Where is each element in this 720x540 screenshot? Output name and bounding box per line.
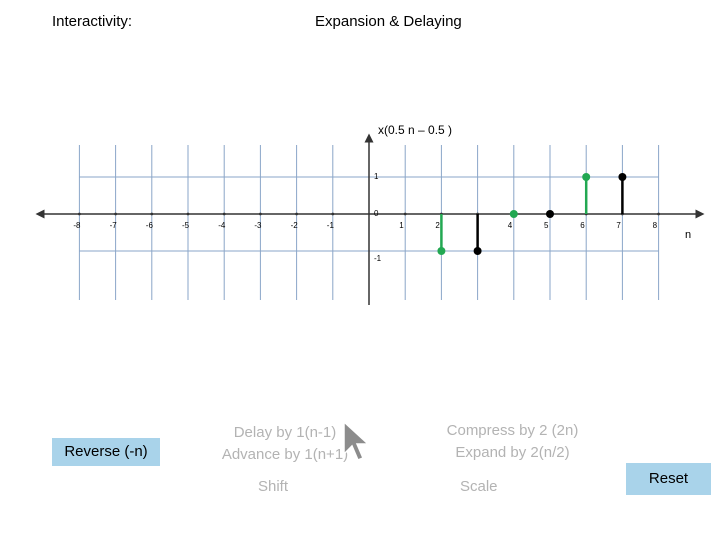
x-tick-mark	[331, 212, 335, 216]
stem-point	[618, 173, 627, 181]
stem-point	[582, 173, 591, 181]
x-tick-label: 7	[616, 221, 621, 230]
x-tick-label: -1	[327, 221, 335, 230]
x-tick-mark	[222, 212, 226, 216]
x-axis-label: n	[685, 229, 691, 241]
axes	[35, 133, 705, 305]
interactivity-label: Interactivity:	[52, 13, 133, 30]
cursor-pointer-icon	[343, 420, 370, 461]
stem-point	[546, 210, 554, 218]
scale-options: Compress by 2 (2n) Expand by 2(n/2)	[425, 420, 600, 464]
ticks: -8 -7 -6 -5 -4 -3 -2 -1 0 1 2 4 5 6 7 8 1 -1	[73, 172, 660, 263]
stem-point	[509, 210, 518, 218]
delay-button[interactable]: Delay by 1(n-1)	[233, 424, 337, 441]
x-tick-mark	[114, 212, 117, 216]
scale-button[interactable]: Scale	[460, 478, 498, 495]
x-tick-label: -2	[291, 221, 299, 230]
x-tick-mark	[403, 212, 407, 216]
x-tick-label: 1	[399, 221, 404, 230]
x-tick-mark	[78, 212, 81, 216]
x-tick-label: 0	[374, 209, 379, 218]
shift-button[interactable]: Shift	[258, 478, 289, 495]
x-tick-mark	[295, 212, 298, 216]
compress-button[interactable]: Compress by 2 (2n)	[446, 422, 579, 439]
shift-options: Delay by 1(n-1) Advance by 1(n+1)	[210, 422, 360, 466]
stem-point	[473, 247, 482, 255]
stems	[437, 173, 627, 255]
x-tick-label: -3	[254, 221, 262, 230]
x-tick-mark	[150, 212, 154, 216]
function-label: x(0.5 n – 0.5 )	[378, 123, 452, 137]
x-tick-label: 2	[435, 221, 440, 230]
x-tick-label: -5	[182, 221, 190, 230]
reset-button[interactable]: Reset	[626, 463, 711, 495]
x-tick-label: 6	[580, 221, 585, 230]
x-tick-mark	[259, 212, 262, 216]
advance-button[interactable]: Advance by 1(n+1)	[221, 446, 349, 463]
x-tick-label: -4	[218, 221, 226, 230]
page-title: Expansion & Delaying	[315, 13, 462, 30]
x-tick-label: -7	[110, 221, 118, 230]
reverse-button[interactable]: Reverse (-n)	[52, 438, 160, 466]
x-tick-label: -8	[73, 221, 81, 230]
x-tick-label: 4	[508, 221, 513, 230]
x-tick-label: -6	[146, 221, 154, 230]
expand-button[interactable]: Expand by 2(n/2)	[455, 444, 570, 461]
x-tick-label: 5	[544, 221, 549, 230]
x-tick-mark	[186, 212, 190, 216]
y-tick-label: 1	[374, 172, 379, 181]
y-tick-label: -1	[374, 254, 382, 263]
x-tick-mark	[657, 212, 660, 216]
stem-point	[437, 247, 446, 255]
x-tick-label: 8	[653, 221, 658, 230]
